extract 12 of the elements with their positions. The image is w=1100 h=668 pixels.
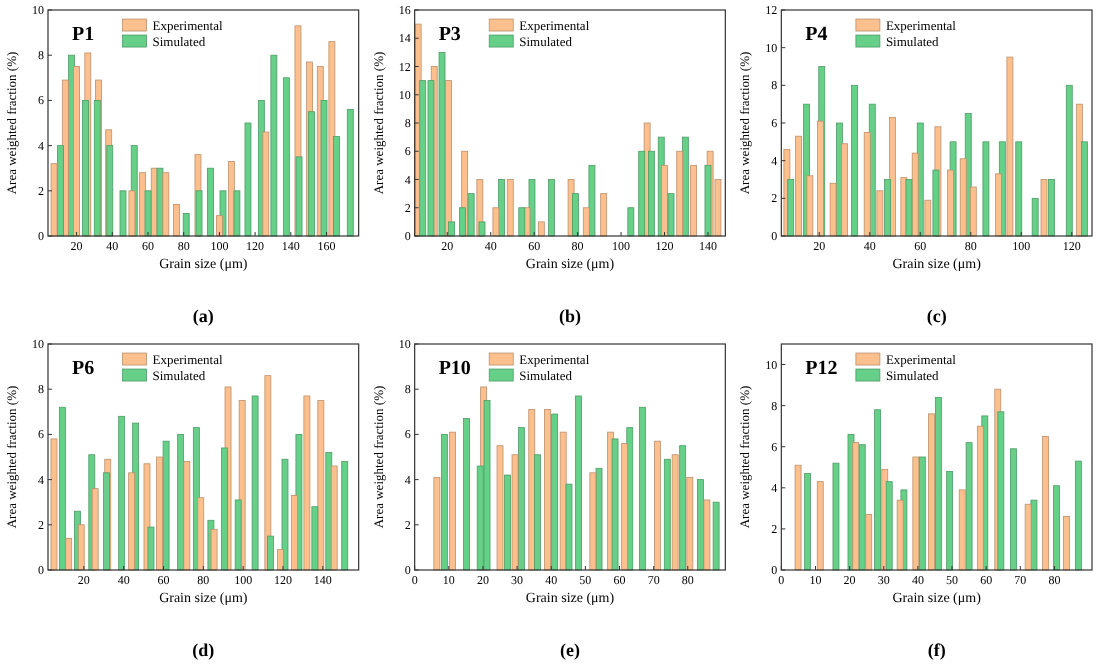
text: P10 [438, 358, 471, 380]
text: P12 [805, 358, 838, 380]
text: (e) [560, 640, 580, 660]
text: P3 [438, 24, 461, 46]
text: (b) [559, 306, 581, 326]
text: P6 [72, 358, 95, 380]
text: P1 [72, 24, 95, 46]
text: (c) [926, 306, 947, 326]
text: (f) [927, 640, 946, 660]
text: P4 [805, 24, 828, 46]
text: (d) [192, 640, 215, 660]
text: (a) [192, 306, 214, 326]
